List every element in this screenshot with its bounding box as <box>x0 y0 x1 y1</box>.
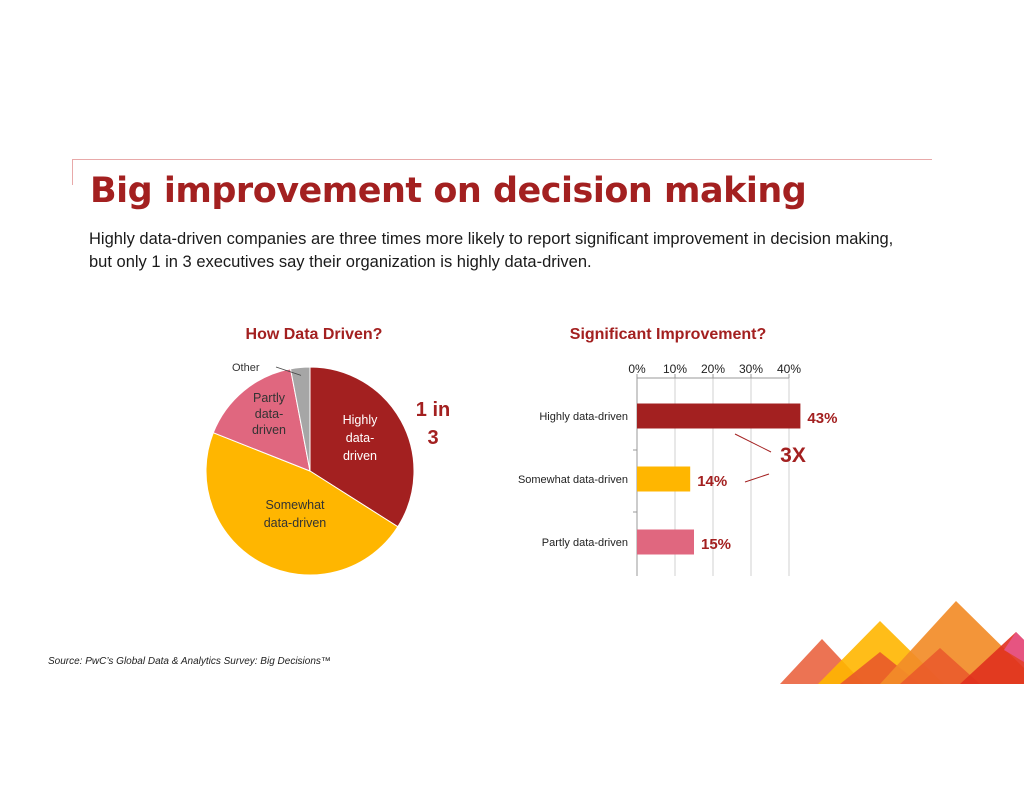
pie-slice-label: driven <box>343 449 377 463</box>
bar <box>637 529 694 555</box>
bar-value-label: 14% <box>697 473 727 490</box>
pie-slice-label: Other <box>232 362 260 374</box>
callout-line <box>734 433 772 453</box>
bar-axis-tick-label: 0% <box>628 362 646 376</box>
source-note: Source: PwC’s Global Data & Analytics Su… <box>48 656 331 667</box>
bar-axis-tick-label: 30% <box>739 362 763 376</box>
pie-callout: 1 in <box>416 399 450 421</box>
pie-slice <box>309 366 415 528</box>
pie-slice-label: data- <box>346 431 375 445</box>
bar-category-label: Partly data-driven <box>542 537 628 549</box>
bar-axis-tick-label: 20% <box>701 362 725 376</box>
bar-category-label: Somewhat data-driven <box>518 474 628 486</box>
bar <box>637 403 801 429</box>
pie-callout: 3 <box>427 427 438 449</box>
pie-slice-label: Somewhat <box>265 498 325 512</box>
pie-chart: How Data Driven? Highly data-driven Somewha… <box>205 326 450 576</box>
pie-leader-line <box>275 366 302 376</box>
bar-axis-tick-label: 10% <box>663 362 687 376</box>
pie-slice <box>205 432 399 576</box>
bar-axis-tick-label: 40% <box>777 362 801 376</box>
bar-value-label: 15% <box>701 536 731 553</box>
bar-category-label: Highly data-driven <box>539 411 628 423</box>
title-frame-top-line <box>72 159 932 160</box>
title-frame-left-line <box>72 159 73 185</box>
pie-slice-label: driven <box>252 423 286 437</box>
bar-callout: 3X <box>780 444 806 467</box>
callout-line <box>744 473 770 483</box>
bar <box>637 466 691 492</box>
pie-slice-label: Partly <box>253 391 286 405</box>
bar-chart-title: Significant Improvement? <box>570 326 766 343</box>
pie-slice-label: data- <box>255 407 284 421</box>
pie-slice-label: data-driven <box>264 516 327 530</box>
slide-title: Big improvement on decision making <box>90 171 807 211</box>
slide-subtitle: Highly data-driven companies are three t… <box>89 230 894 271</box>
bar-chart: Significant Improvement? 0% 10% 20% 30% 40% Hi… <box>518 326 837 576</box>
bar-value-label: 43% <box>807 410 837 427</box>
pie-slice <box>212 368 311 472</box>
pie-slice-label: Highly <box>343 413 378 427</box>
pie-chart-title: How Data Driven? <box>246 326 383 343</box>
pie-slice <box>289 366 311 472</box>
